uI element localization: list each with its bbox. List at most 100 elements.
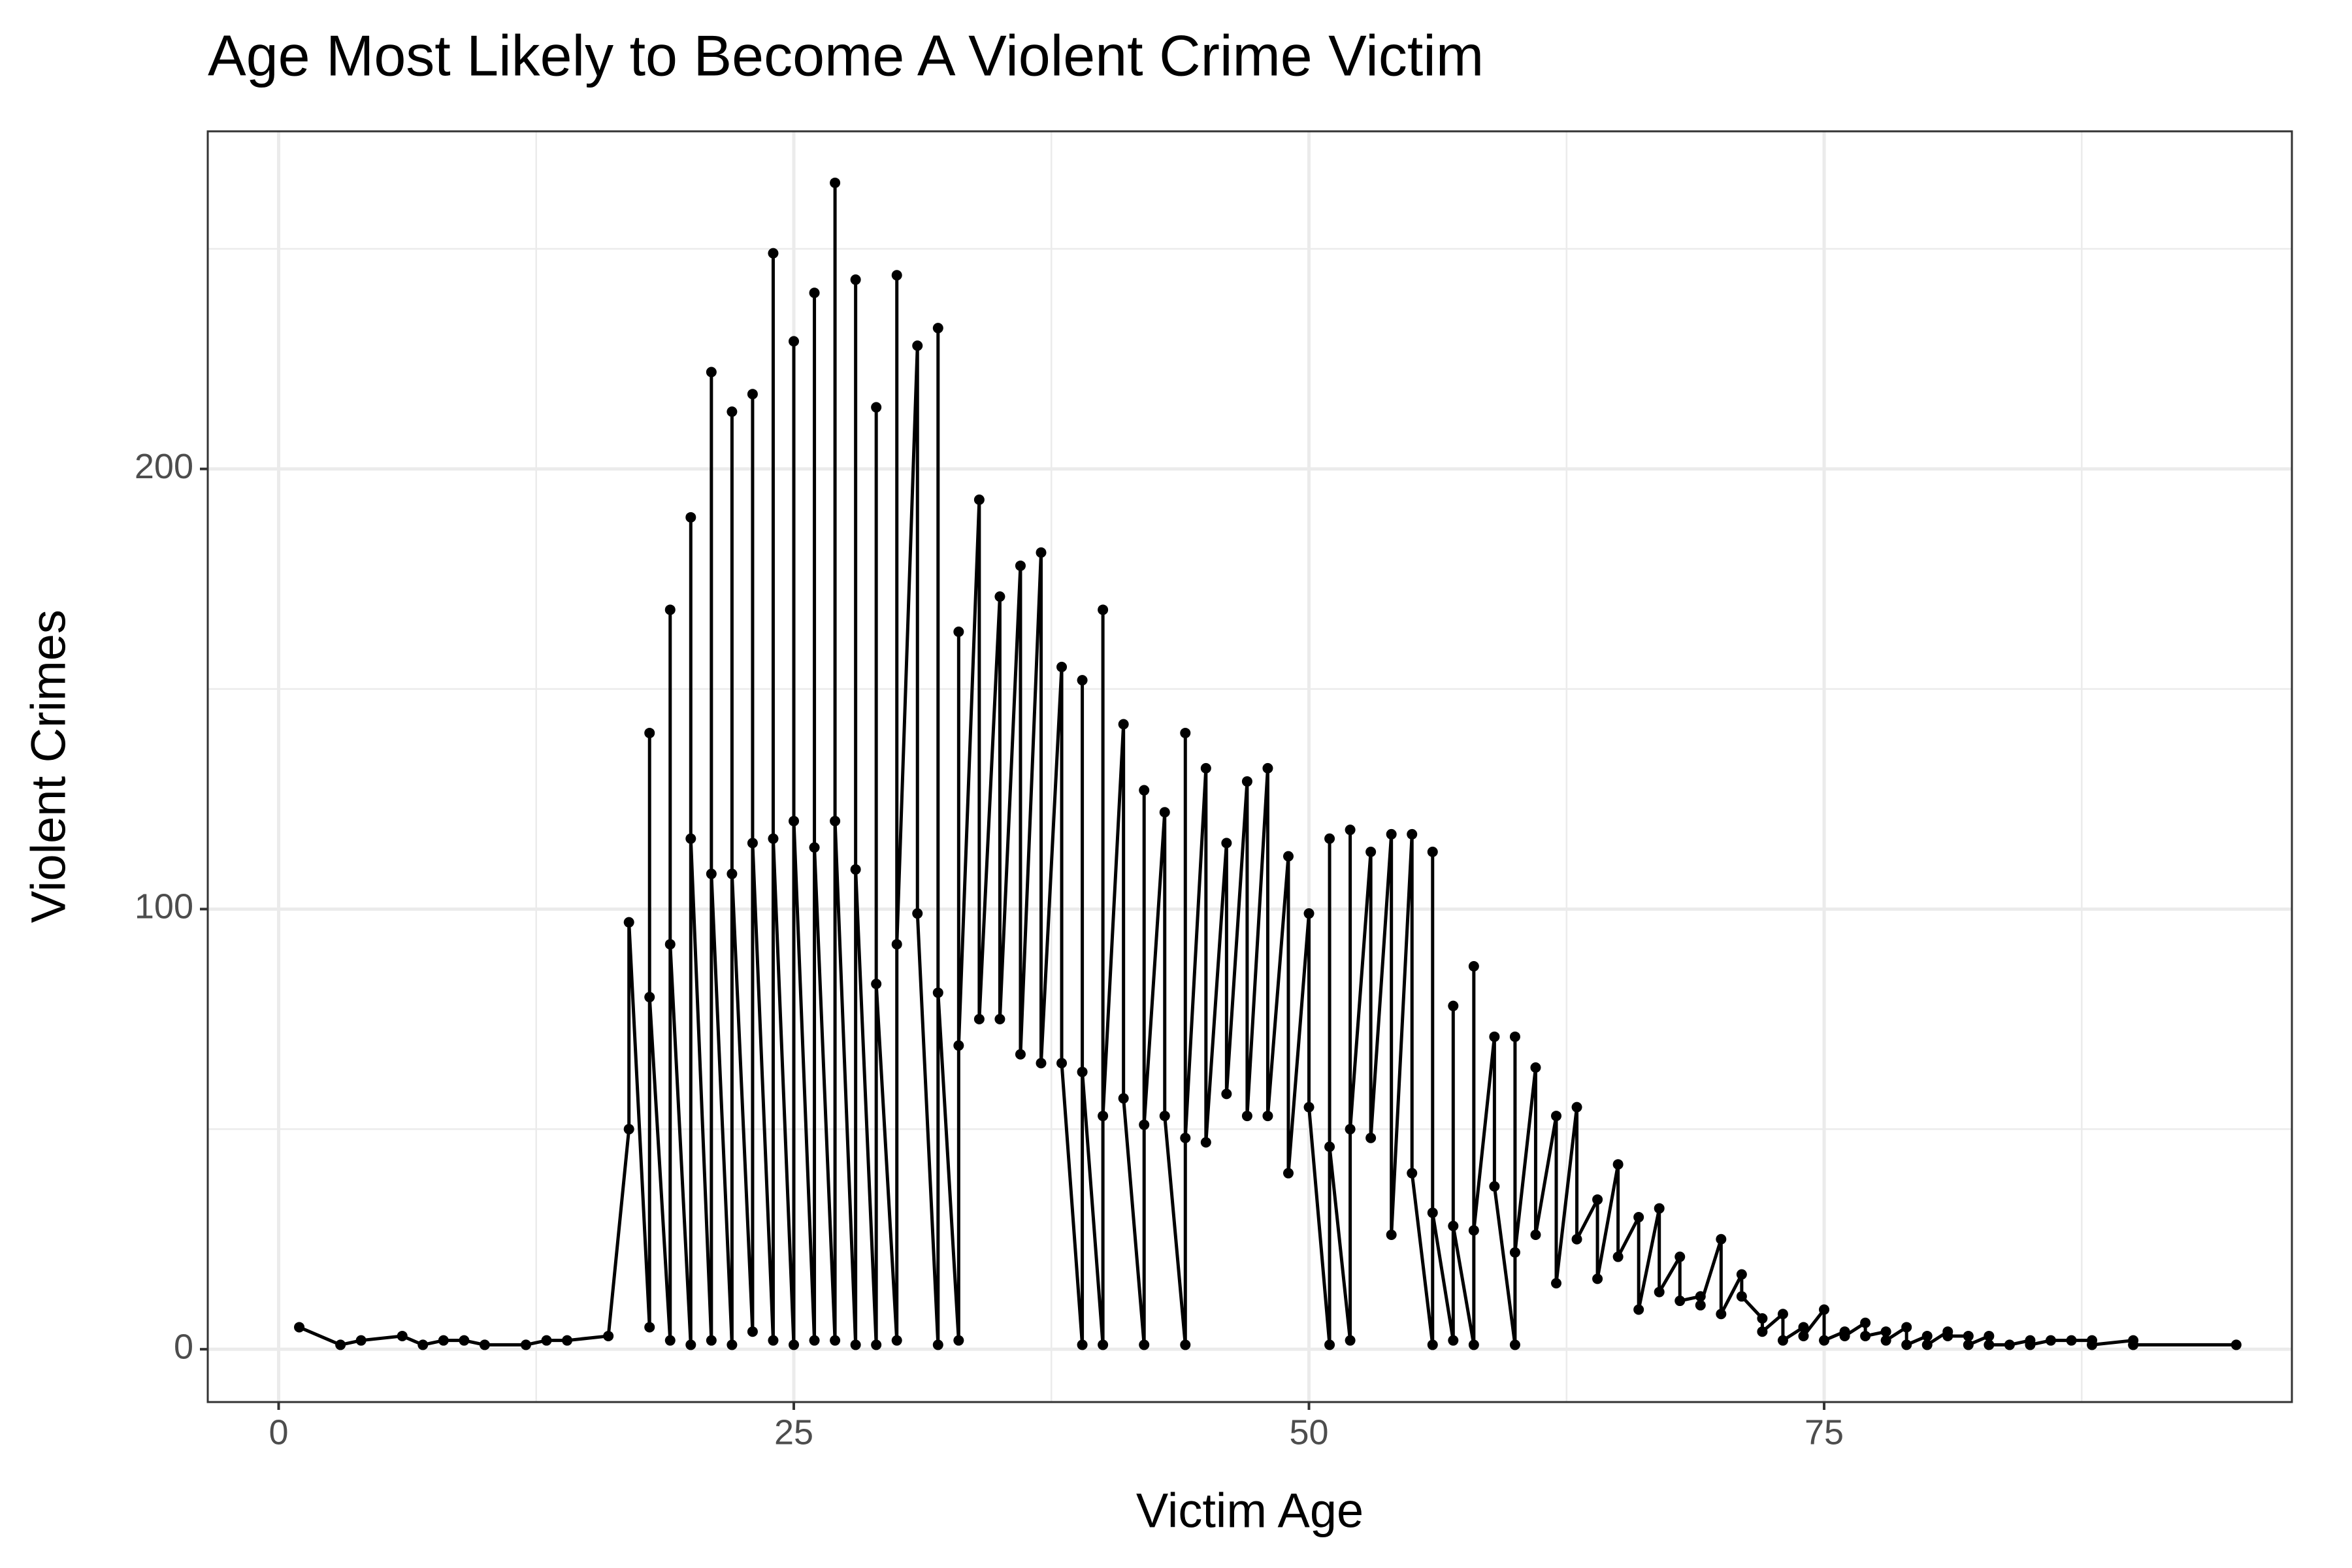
data-point — [1592, 1273, 1603, 1284]
data-point — [1139, 1339, 1150, 1350]
data-point — [2230, 1339, 2242, 1350]
data-point — [1139, 785, 1150, 796]
data-point — [1015, 560, 1026, 571]
data-point — [1303, 908, 1315, 919]
data-point — [2025, 1339, 2036, 1350]
data-point — [1860, 1330, 1871, 1341]
data-point — [520, 1339, 531, 1350]
data-point — [438, 1335, 449, 1346]
data-point — [1241, 776, 1252, 787]
data-point — [1241, 1111, 1252, 1122]
data-point — [747, 838, 758, 849]
data-point — [1324, 1339, 1335, 1350]
data-point — [644, 1322, 655, 1333]
data-point — [623, 1124, 634, 1135]
data-point — [1098, 1111, 1109, 1122]
data-point — [932, 1339, 943, 1350]
data-point — [1303, 1102, 1315, 1113]
data-point — [953, 1040, 964, 1051]
data-point — [1819, 1304, 1830, 1315]
data-point — [1530, 1062, 1541, 1073]
data-point — [1674, 1251, 1686, 1262]
panel-border — [206, 130, 2293, 1403]
data-point — [830, 177, 841, 188]
data-point — [1798, 1330, 1809, 1341]
data-point — [1942, 1330, 1953, 1341]
data-point — [1200, 1137, 1211, 1148]
data-point — [355, 1335, 367, 1346]
data-point — [1921, 1339, 1933, 1350]
data-point — [1365, 1132, 1377, 1143]
data-point — [1098, 604, 1109, 615]
data-point — [1839, 1330, 1850, 1341]
data-point — [1407, 828, 1418, 840]
data-point — [1448, 1220, 1459, 1232]
data-point — [1015, 1049, 1026, 1060]
data-point — [891, 270, 902, 281]
data-point — [1509, 1247, 1520, 1258]
data-point — [1262, 762, 1273, 774]
data-point — [562, 1335, 573, 1346]
x-tick-label: 0 — [269, 1413, 288, 1452]
data-point — [727, 1339, 738, 1350]
data-point — [1654, 1286, 1665, 1298]
data-point — [953, 627, 964, 638]
x-tick-label: 25 — [774, 1413, 813, 1452]
data-point — [1633, 1212, 1644, 1223]
data-point — [644, 992, 655, 1003]
data-point — [417, 1339, 429, 1350]
data-point — [1489, 1031, 1500, 1042]
data-point — [1736, 1291, 1747, 1302]
data-point — [789, 336, 800, 347]
x-axis-label: Victim Age — [1136, 1484, 1364, 1538]
data-point — [932, 987, 943, 998]
data-point — [768, 248, 779, 259]
data-point — [1468, 1225, 1479, 1236]
data-point — [644, 727, 655, 738]
data-point — [1819, 1335, 1830, 1346]
data-point — [2087, 1339, 2098, 1350]
data-point — [809, 842, 820, 853]
data-point — [1324, 1141, 1335, 1152]
data-point — [932, 323, 943, 334]
data-point — [685, 833, 696, 844]
data-point — [1880, 1326, 1891, 1337]
data-point — [664, 604, 676, 615]
data-point — [1468, 1339, 1479, 1350]
data-point — [1674, 1296, 1686, 1307]
data-point — [973, 494, 985, 505]
chart-title: Age Most Likely to Become A Violent Crim… — [208, 23, 1484, 88]
data-point — [335, 1339, 346, 1350]
data-point — [994, 591, 1005, 602]
data-point — [747, 1326, 758, 1337]
data-point — [1345, 1124, 1356, 1135]
data-point — [1880, 1335, 1891, 1346]
data-point — [1036, 547, 1047, 558]
data-point — [1633, 1304, 1644, 1315]
data-point — [1386, 1229, 1397, 1240]
data-point — [891, 1335, 902, 1346]
data-point — [994, 1013, 1005, 1024]
data-point — [768, 1335, 779, 1346]
data-point — [1571, 1102, 1582, 1113]
data-point — [830, 1335, 841, 1346]
data-point — [685, 1339, 696, 1350]
data-point — [685, 512, 696, 523]
data-point — [871, 1339, 882, 1350]
data-point — [1077, 1339, 1088, 1350]
y-tick-label: 0 — [174, 1327, 193, 1366]
data-point — [2045, 1335, 2056, 1346]
data-point — [706, 868, 717, 879]
data-point — [1345, 1335, 1356, 1346]
data-point — [1716, 1233, 1727, 1245]
data-point — [1921, 1330, 1933, 1341]
data-point — [1716, 1309, 1727, 1320]
data-point — [1180, 1339, 1191, 1350]
data-point — [1180, 1132, 1191, 1143]
data-point — [1427, 1339, 1438, 1350]
data-point — [1098, 1339, 1109, 1350]
data-point — [1345, 825, 1356, 836]
data-point — [1159, 1111, 1170, 1122]
data-point — [1736, 1269, 1747, 1280]
data-point — [789, 1339, 800, 1350]
